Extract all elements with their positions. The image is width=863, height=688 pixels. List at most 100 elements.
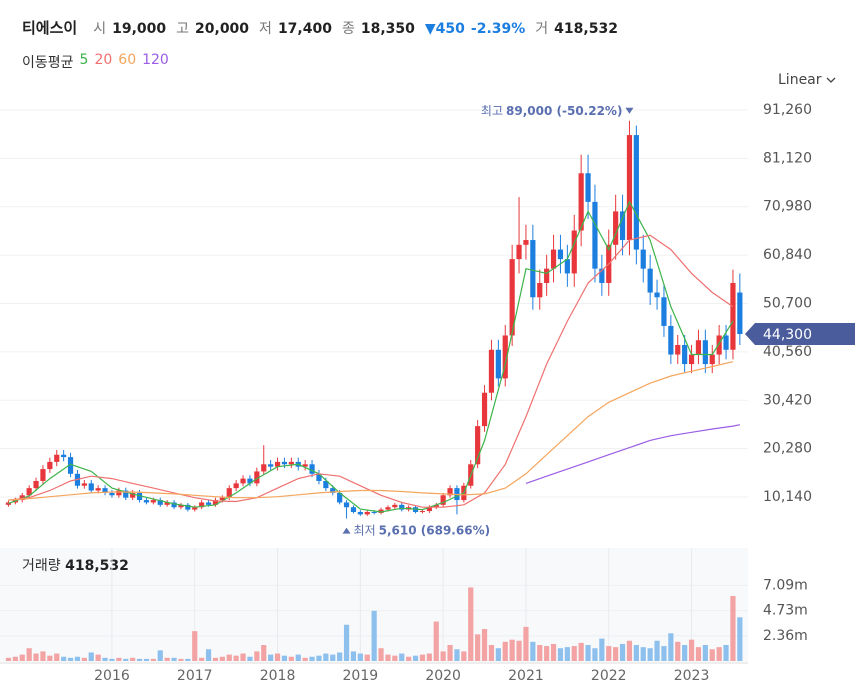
volume-bar: [226, 654, 232, 661]
candle-body: [19, 495, 25, 501]
candle-body: [647, 268, 653, 293]
volume-bar: [199, 657, 205, 661]
candle-body: [716, 335, 722, 355]
volume-bar: [585, 645, 591, 661]
item-label: 시: [93, 21, 107, 37]
candle-body: [730, 282, 736, 350]
volume-bar: [468, 587, 474, 661]
change: ▼450: [424, 21, 465, 37]
scale-toggle[interactable]: Linear: [778, 72, 822, 88]
volume-bar: [343, 624, 350, 661]
min-annotation: 최저 5,610 (689.66%): [354, 523, 491, 537]
x-tick-label: 2018: [260, 668, 296, 684]
volume-bar: [502, 641, 508, 661]
candle-body: [61, 454, 67, 458]
candle-body: [247, 478, 253, 484]
volume-bar: [136, 658, 143, 661]
volume-bar: [550, 643, 557, 661]
volume-bar: [371, 610, 377, 661]
volume-bar: [116, 657, 122, 661]
volume-bar: [716, 647, 722, 661]
max-label: 최고: [481, 103, 503, 117]
volume-bar: [412, 655, 419, 661]
volume-bar: [399, 653, 405, 661]
volume-bar: [26, 648, 32, 661]
candle-body: [364, 511, 370, 515]
candle-body: [495, 349, 501, 379]
candle-body: [640, 249, 646, 269]
candle-body: [502, 335, 508, 379]
candle-body: [226, 488, 232, 498]
candle-body: [330, 488, 336, 493]
candle-body: [523, 240, 529, 245]
volume-bar: [185, 658, 191, 661]
candle-body: [626, 135, 633, 241]
candle-body: [185, 504, 191, 510]
candle-body: [481, 392, 488, 427]
item-label: 저: [259, 21, 272, 37]
volume-bar: [654, 640, 660, 661]
chevron[interactable]: [826, 77, 836, 83]
candle-body: [309, 464, 315, 474]
volume-bar: [606, 646, 612, 661]
candle-body: [212, 500, 219, 505]
candle-body: [371, 511, 377, 513]
candle-body: [509, 259, 515, 336]
candle-body: [316, 473, 322, 481]
candle-body: [426, 507, 432, 512]
volume-bar: [233, 655, 239, 661]
candle-body: [254, 471, 260, 484]
candle-body: [564, 259, 570, 274]
min-text: 5,610 (689.66%): [379, 523, 490, 537]
volume-bar: [688, 639, 695, 661]
volume-bar: [54, 653, 60, 661]
candle-body: [585, 173, 591, 202]
volume-bar: [592, 648, 598, 661]
volume-bar: [730, 595, 736, 661]
legend-title: 이동평균: [22, 55, 74, 71]
x-tick-label: 2022: [591, 668, 627, 684]
volume-tick-label: 7.09m: [763, 577, 808, 593]
volume-bar: [295, 654, 301, 661]
candle-body: [54, 454, 60, 462]
candle-body: [619, 211, 626, 241]
volume-tick-label: 4.73m: [763, 603, 808, 619]
volume-bar: [288, 656, 294, 661]
volume-bar: [123, 658, 129, 661]
candle-body: [302, 464, 308, 467]
min-label: 최저: [354, 523, 376, 537]
volume-bar: [5, 657, 12, 661]
volume-bar: [323, 653, 329, 661]
item-value: 17,400: [277, 21, 332, 37]
candle-body: [737, 292, 743, 335]
candle-body: [695, 340, 702, 355]
candle-body: [633, 135, 639, 250]
volume-bar: [675, 641, 681, 661]
candle-body: [537, 282, 543, 298]
candle-body: [130, 492, 136, 498]
candle-body: [116, 490, 122, 496]
volume-bar: [19, 654, 25, 661]
candle-body: [488, 349, 495, 393]
candle-body: [178, 504, 184, 508]
volume-bar: [682, 645, 688, 661]
candle-body: [613, 211, 619, 245]
volume-bar: [309, 656, 315, 661]
max-annotation: 최고 89,000 (-50.22%): [481, 103, 623, 117]
volume-bar: [530, 641, 536, 661]
legend-entry: 5: [79, 52, 89, 68]
candle-body: [268, 464, 274, 467]
volume-label: 거: [535, 21, 549, 37]
candle-body: [378, 509, 384, 513]
volume-bar: [509, 639, 515, 661]
volume-bar: [157, 650, 163, 661]
candle-body: [592, 201, 598, 269]
volume-bar: [364, 654, 370, 661]
volume-bar: [150, 658, 156, 661]
volume-bar: [61, 656, 67, 661]
volume-bar: [544, 646, 550, 661]
volume-bar: [102, 657, 108, 661]
volume-bar: [171, 657, 177, 661]
candle-body: [5, 502, 12, 505]
candle-body: [682, 345, 688, 365]
